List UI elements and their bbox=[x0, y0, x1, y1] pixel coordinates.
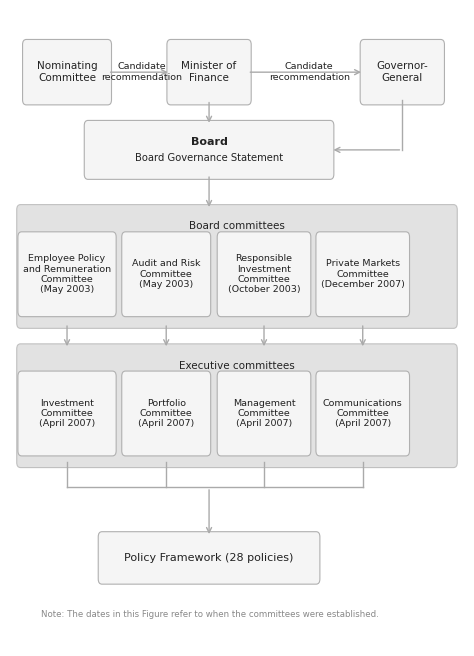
Text: Governor-
General: Governor- General bbox=[376, 62, 428, 83]
Text: Candidate
recommendation: Candidate recommendation bbox=[269, 62, 350, 82]
Text: Employee Policy
and Remuneration
Committee
(May 2003): Employee Policy and Remuneration Committ… bbox=[23, 254, 111, 295]
Text: Board: Board bbox=[191, 137, 228, 147]
FancyBboxPatch shape bbox=[316, 371, 410, 456]
Text: Management
Committee
(April 2007): Management Committee (April 2007) bbox=[233, 399, 295, 428]
Text: Note: The dates in this Figure refer to when the committees were established.: Note: The dates in this Figure refer to … bbox=[41, 610, 379, 619]
FancyBboxPatch shape bbox=[23, 39, 111, 105]
Text: Minister of
Finance: Minister of Finance bbox=[182, 62, 237, 83]
FancyBboxPatch shape bbox=[98, 532, 320, 584]
Text: Nominating
Committee: Nominating Committee bbox=[36, 62, 97, 83]
Text: Board Governance Statement: Board Governance Statement bbox=[135, 154, 283, 163]
FancyBboxPatch shape bbox=[18, 371, 116, 456]
FancyBboxPatch shape bbox=[18, 232, 116, 317]
Text: Communications
Committee
(April 2007): Communications Committee (April 2007) bbox=[323, 399, 402, 428]
FancyBboxPatch shape bbox=[217, 371, 311, 456]
FancyBboxPatch shape bbox=[84, 121, 334, 179]
Text: Private Markets
Committee
(December 2007): Private Markets Committee (December 2007… bbox=[321, 259, 405, 289]
Text: Board committees: Board committees bbox=[189, 222, 285, 232]
FancyBboxPatch shape bbox=[17, 205, 457, 328]
Text: Investment
Committee
(April 2007): Investment Committee (April 2007) bbox=[39, 399, 95, 428]
Text: Responsible
Investment
Committee
(October 2003): Responsible Investment Committee (Octobe… bbox=[228, 254, 301, 295]
FancyBboxPatch shape bbox=[122, 371, 210, 456]
Text: Executive committees: Executive committees bbox=[179, 361, 295, 371]
Text: Portfolio
Committee
(April 2007): Portfolio Committee (April 2007) bbox=[138, 399, 194, 428]
FancyBboxPatch shape bbox=[122, 232, 210, 317]
Text: Audit and Risk
Committee
(May 2003): Audit and Risk Committee (May 2003) bbox=[132, 259, 201, 289]
FancyBboxPatch shape bbox=[316, 232, 410, 317]
FancyBboxPatch shape bbox=[167, 39, 251, 105]
Text: Candidate
recommendation: Candidate recommendation bbox=[101, 62, 182, 82]
Text: Policy Framework (28 policies): Policy Framework (28 policies) bbox=[124, 553, 294, 563]
FancyBboxPatch shape bbox=[217, 232, 311, 317]
FancyBboxPatch shape bbox=[360, 39, 445, 105]
FancyBboxPatch shape bbox=[17, 344, 457, 468]
